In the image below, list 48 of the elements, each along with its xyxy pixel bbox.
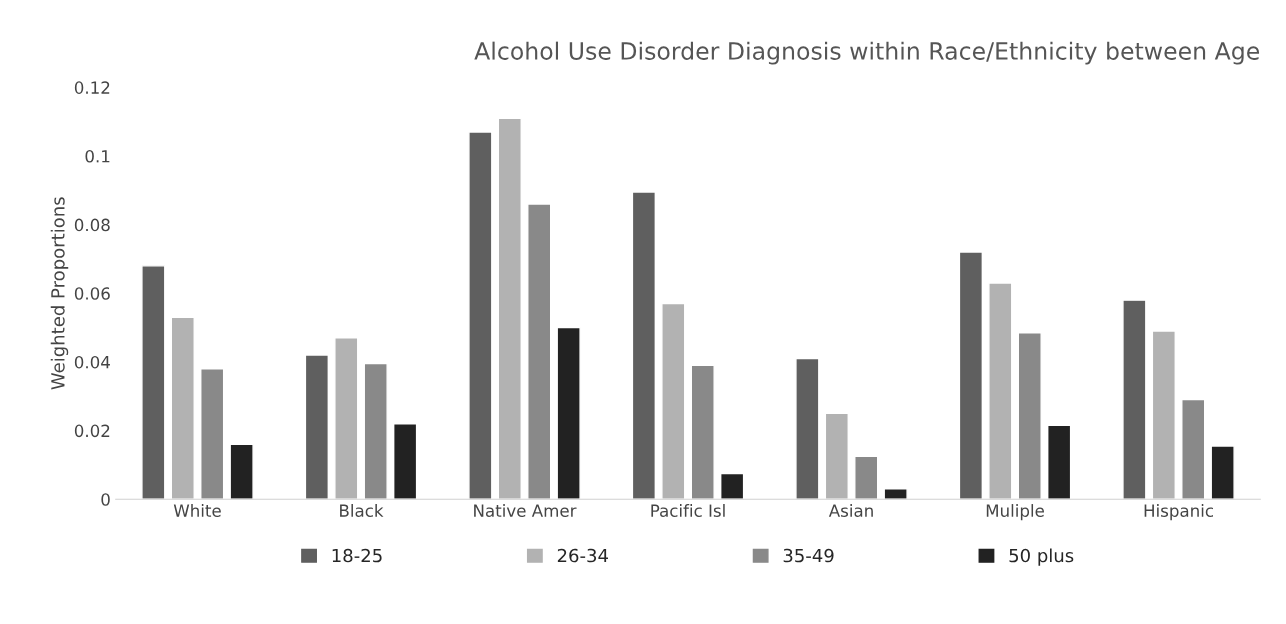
y-tick-label: 0.04	[74, 355, 110, 369]
bar	[854, 455, 879, 500]
legend-label: 35-49	[783, 548, 834, 563]
bar	[883, 488, 908, 500]
bar	[631, 191, 657, 500]
bar	[334, 337, 359, 500]
bar	[988, 282, 1013, 500]
bar	[661, 302, 686, 500]
x-tick-label: White	[173, 504, 221, 517]
bar	[1017, 332, 1042, 500]
bar	[1047, 424, 1072, 500]
bar	[170, 316, 195, 500]
bar	[393, 423, 418, 500]
bar	[468, 131, 493, 500]
y-tick-label: 0.08	[74, 218, 110, 232]
x-tick-label: Asian	[828, 504, 873, 517]
bar	[527, 203, 552, 500]
bar	[1151, 330, 1176, 500]
bar	[1181, 398, 1206, 500]
y-tick-label: 0.1	[85, 149, 110, 163]
x-tick-label: Hispanic	[1144, 504, 1213, 521]
x-tick-label: Pacific Isl	[651, 504, 725, 517]
legend-label: 18-25	[332, 548, 382, 563]
bar	[795, 357, 820, 500]
x-tick-label: Native Amer	[474, 504, 577, 517]
legend-label: 26-34	[557, 548, 608, 563]
y-axis-title: Weighted Proportions	[50, 197, 69, 390]
bar	[497, 117, 522, 500]
legend-label: 50 plus	[1009, 548, 1074, 566]
bar	[304, 354, 329, 500]
x-tick-label: Black	[340, 504, 384, 517]
bar	[141, 265, 166, 500]
bar	[958, 251, 984, 500]
bar	[363, 362, 388, 500]
bar	[824, 412, 849, 500]
bar	[690, 364, 715, 500]
bar	[720, 472, 745, 500]
y-tick-label: 0.06	[74, 287, 110, 300]
bar	[556, 326, 581, 500]
y-tick-label: 0	[101, 493, 110, 506]
bar	[1122, 299, 1147, 500]
y-tick-label: 0.12	[74, 81, 110, 94]
y-tick-label: 0.02	[74, 424, 110, 438]
bar	[229, 443, 254, 500]
chart-title: Alcohol Use Disorder Diagnosis within Race/Ethnicity between Age	[474, 41, 1260, 65]
bar	[200, 368, 225, 500]
bar	[1210, 445, 1235, 500]
x-tick-label: Muliple	[986, 504, 1044, 521]
